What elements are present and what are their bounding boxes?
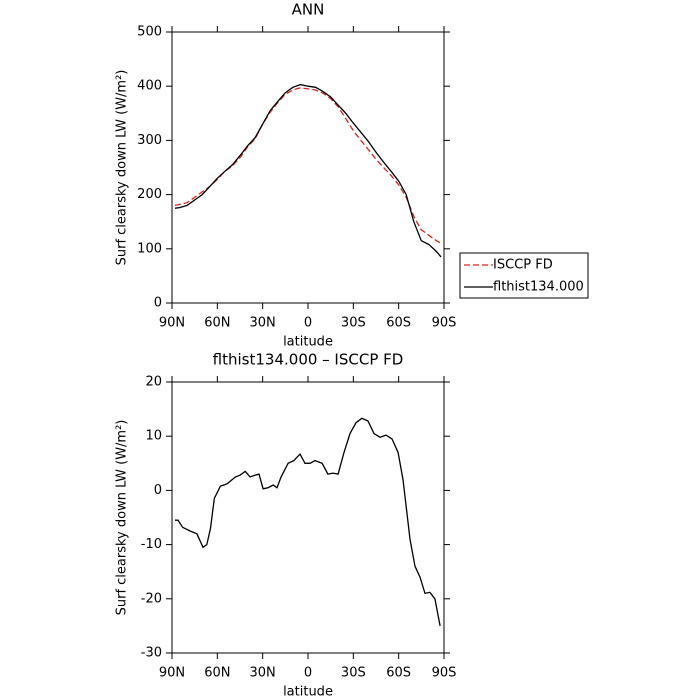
- y-tick-label: 0: [154, 483, 162, 498]
- x-tick-label: 60N: [204, 316, 230, 331]
- y-tick-label: -10: [141, 537, 162, 552]
- plot-frame: [171, 31, 445, 304]
- y-tick-label: 0: [154, 296, 162, 311]
- x-tick-label: 30S: [341, 316, 366, 331]
- legend-box: [459, 252, 589, 299]
- legend-label: ISCCP FD: [493, 258, 553, 273]
- x-tick-label: 0: [304, 666, 312, 681]
- x-tick-label: 90N: [159, 316, 185, 331]
- y-tick-label: 200: [137, 187, 162, 202]
- y-tick-label: 300: [137, 133, 162, 148]
- y-tick-label: 10: [145, 429, 162, 444]
- x-tick-label: 30N: [250, 316, 276, 331]
- y-tick-label: -30: [141, 646, 162, 661]
- plot-frame: [171, 381, 445, 654]
- chart-title: flthist134.000 – ISCCP FD: [213, 351, 404, 369]
- chart-title: ANN: [292, 1, 325, 19]
- x-tick-label: 30S: [341, 666, 366, 681]
- y-axis-label: Surf clearsky down LW (W/m²): [115, 70, 130, 266]
- data-line: [175, 417, 441, 627]
- x-axis-label: latitude: [283, 335, 333, 350]
- x-tick-label: 60N: [204, 666, 230, 681]
- x-tick-label: 90S: [432, 666, 457, 681]
- y-tick-label: 100: [137, 241, 162, 256]
- x-tick-label: 30N: [250, 666, 276, 681]
- data-line: [174, 87, 442, 244]
- y-tick-label: 20: [145, 375, 162, 390]
- y-tick-label: 400: [137, 79, 162, 94]
- y-axis-label: Surf clearsky down LW (W/m²): [115, 420, 130, 616]
- y-tick-label: 500: [137, 25, 162, 40]
- x-tick-label: 0: [304, 316, 312, 331]
- x-tick-label: 90N: [159, 666, 185, 681]
- legend-label: flthist134.000: [493, 280, 584, 295]
- data-line: [174, 83, 442, 258]
- x-axis-label: latitude: [283, 685, 333, 700]
- x-tick-label: 60S: [386, 666, 411, 681]
- x-tick-label: 60S: [386, 316, 411, 331]
- y-tick-label: -20: [141, 591, 162, 606]
- x-tick-label: 90S: [432, 316, 457, 331]
